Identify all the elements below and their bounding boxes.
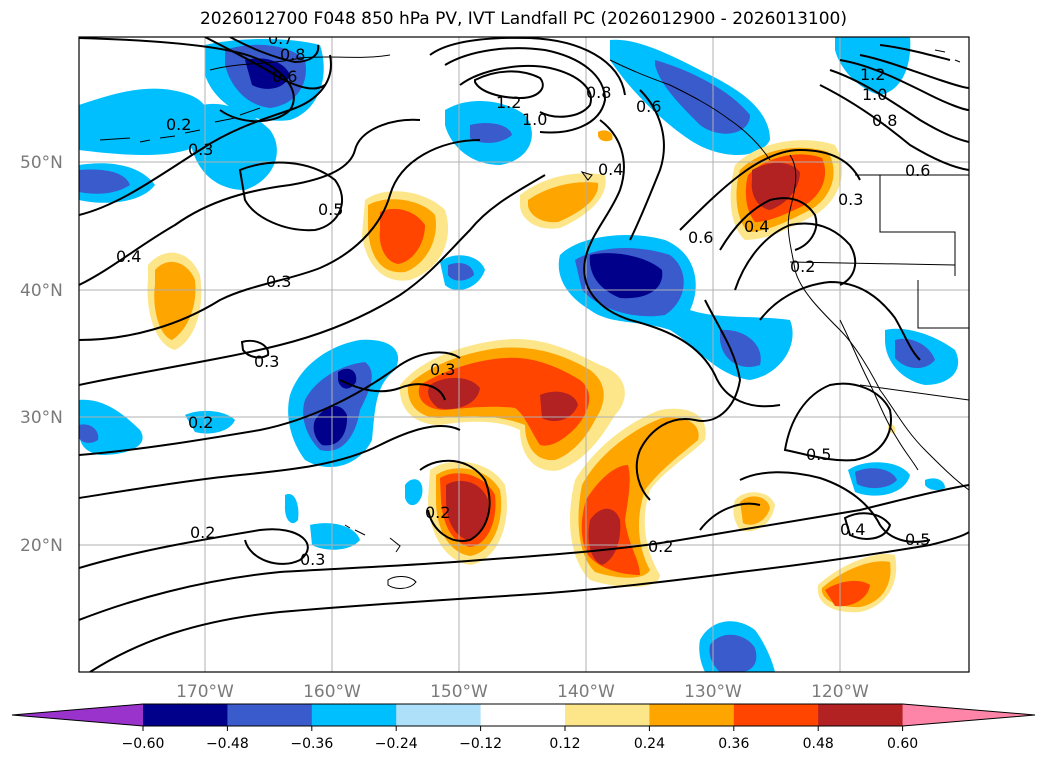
colorbar-tick-label: 0.60 xyxy=(887,736,918,752)
svg-text:0.8: 0.8 xyxy=(872,111,897,130)
svg-text:0.2: 0.2 xyxy=(190,523,215,542)
svg-text:1.0: 1.0 xyxy=(862,85,887,104)
svg-text:0.4: 0.4 xyxy=(744,217,769,236)
svg-text:0.8: 0.8 xyxy=(280,45,305,64)
lon-label-120w: 120°W xyxy=(811,682,869,702)
svg-text:1.0: 1.0 xyxy=(522,110,547,129)
contour-lines xyxy=(79,37,969,672)
svg-text:0.4: 0.4 xyxy=(116,247,141,266)
grid-lines xyxy=(79,37,969,672)
colorbar-segment xyxy=(565,704,650,726)
svg-text:0.7: 0.7 xyxy=(268,29,293,48)
colorbar-tick-label: −0.12 xyxy=(459,736,502,752)
lat-label-20n: 20°N xyxy=(20,536,63,556)
svg-text:0.6: 0.6 xyxy=(636,97,661,116)
coastlines xyxy=(99,49,969,589)
map-title: 2026012700 F048 850 hPa PV, IVT Landfall… xyxy=(199,9,847,29)
svg-text:0.5: 0.5 xyxy=(905,530,930,549)
svg-text:0.3: 0.3 xyxy=(266,272,291,291)
lon-label-130w: 130°W xyxy=(684,682,742,702)
svg-text:0.2: 0.2 xyxy=(790,257,815,276)
lon-label-150w: 150°W xyxy=(430,682,488,702)
svg-text:0.4: 0.4 xyxy=(598,160,623,179)
svg-text:0.2: 0.2 xyxy=(188,413,213,432)
colorbar-tick-label: 0.24 xyxy=(634,736,665,752)
colorbar-segment xyxy=(733,704,819,726)
colorbar-tick-label: −0.36 xyxy=(290,736,333,752)
svg-text:0.3: 0.3 xyxy=(188,140,213,159)
svg-text:0.5: 0.5 xyxy=(806,445,831,464)
colorbar-tick-label: −0.48 xyxy=(206,736,249,752)
colorbar-tick-label: 0.48 xyxy=(803,736,834,752)
colorbar-segment xyxy=(480,704,566,726)
svg-text:0.4: 0.4 xyxy=(840,520,865,539)
colorbar-segment xyxy=(818,704,904,726)
colorbar-extend-low xyxy=(12,704,143,726)
contour-labels: 0.7 0.8 0.6 0.2 0.3 0.5 0.4 0.3 0.3 0.2 … xyxy=(116,29,930,569)
svg-text:0.5: 0.5 xyxy=(318,200,343,219)
lat-label-50n: 50°N xyxy=(20,153,63,173)
svg-text:0.2: 0.2 xyxy=(166,115,191,134)
colorbar-segment xyxy=(143,704,228,726)
map-frame xyxy=(78,36,970,673)
latitude-labels: 50°N 40°N 30°N 20°N xyxy=(20,153,63,556)
svg-text:0.3: 0.3 xyxy=(838,190,863,209)
svg-text:0.2: 0.2 xyxy=(425,503,450,522)
colorbar-segment xyxy=(649,704,735,726)
colorbar-segment xyxy=(396,704,482,726)
svg-text:0.3: 0.3 xyxy=(254,352,279,371)
lon-label-160w: 160°W xyxy=(303,682,361,702)
svg-text:0.2: 0.2 xyxy=(648,537,673,556)
svg-text:0.6: 0.6 xyxy=(688,228,713,247)
lat-label-40n: 40°N xyxy=(20,281,63,301)
colorbar: −0.60 −0.48 −0.36 −0.24 −0.12 0.12 0.24 0.36 0.4… xyxy=(11,703,1036,752)
svg-text:0.3: 0.3 xyxy=(300,550,325,569)
svg-text:0.6: 0.6 xyxy=(272,67,297,86)
svg-text:1.2: 1.2 xyxy=(860,65,885,84)
svg-text:0.3: 0.3 xyxy=(430,360,455,379)
colorbar-segment xyxy=(227,704,313,726)
longitude-labels: 170°W 160°W 150°W 140°W 130°W 120°W xyxy=(176,682,869,702)
colorbar-tick-label: −0.24 xyxy=(375,736,418,752)
colorbar-tick-label: 0.36 xyxy=(718,736,749,752)
svg-text:0.8: 0.8 xyxy=(586,83,611,102)
lon-label-140w: 140°W xyxy=(557,682,615,702)
svg-text:0.6: 0.6 xyxy=(905,161,930,180)
lat-label-30n: 30°N xyxy=(20,408,63,428)
colorbar-tick-label: 0.12 xyxy=(549,736,580,752)
colorbar-tick-label: −0.60 xyxy=(122,736,165,752)
colorbar-extend-high xyxy=(902,704,1035,726)
map-panel: 0.7 0.8 0.6 0.2 0.3 0.5 0.4 0.3 0.3 0.2 … xyxy=(79,29,969,672)
svg-text:1.2: 1.2 xyxy=(496,93,521,112)
lon-label-170w: 170°W xyxy=(176,682,234,702)
positive-pv-fill xyxy=(147,130,897,613)
colorbar-segment xyxy=(311,704,397,726)
